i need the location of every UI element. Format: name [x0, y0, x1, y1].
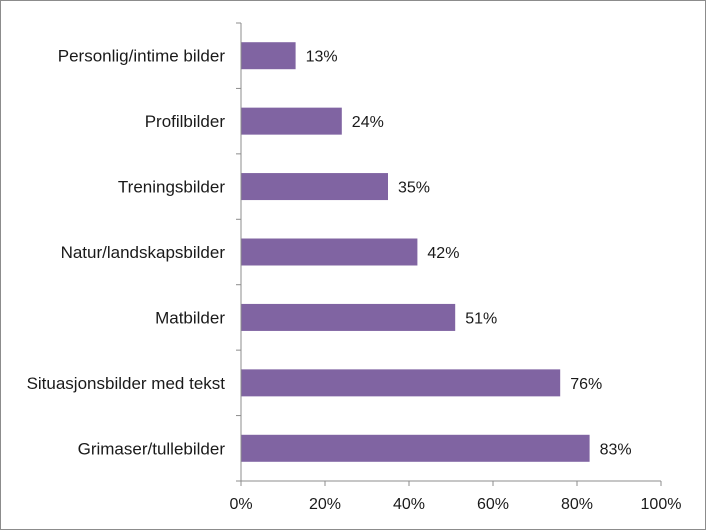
value-labels: 13% 24% 35% 42% 51% 76% 83%	[306, 49, 632, 459]
bar-4	[241, 238, 418, 266]
bars-group	[241, 42, 590, 462]
bar-3	[241, 173, 388, 201]
category-label: Grimaser/tullebilder	[78, 439, 226, 458]
category-label: Natur/landskapsbilder	[61, 243, 226, 262]
value-label: 76%	[570, 376, 602, 393]
value-label: 24%	[352, 114, 384, 131]
x-tick-label: 0%	[229, 496, 252, 513]
x-tick-label: 80%	[561, 496, 593, 513]
category-label: Matbilder	[155, 308, 225, 327]
value-label: 83%	[600, 441, 632, 458]
value-label: 35%	[398, 180, 430, 197]
x-tick-label: 100%	[641, 496, 682, 513]
value-label: 51%	[465, 310, 497, 327]
bar-1	[241, 42, 296, 70]
axes	[236, 22, 661, 482]
value-label: 13%	[306, 49, 338, 66]
x-tick-label: 20%	[309, 496, 341, 513]
x-tick-label: 40%	[393, 496, 425, 513]
category-labels: Personlig/intime bilder Profilbilder Treni…	[27, 47, 226, 459]
category-label: Treningsbilder	[118, 178, 225, 197]
bar-7	[241, 434, 590, 462]
category-label: Situasjonsbilder med tekst	[27, 374, 226, 393]
bar-5	[241, 303, 456, 331]
category-label: Personlig/intime bilder	[58, 47, 226, 66]
value-label: 42%	[427, 245, 459, 262]
x-axis-ticks: 0% 20% 40% 60% 80% 100%	[229, 481, 681, 513]
bar-2	[241, 107, 342, 135]
category-label: Profilbilder	[145, 112, 226, 131]
x-tick-label: 60%	[477, 496, 509, 513]
bar-6	[241, 369, 561, 397]
